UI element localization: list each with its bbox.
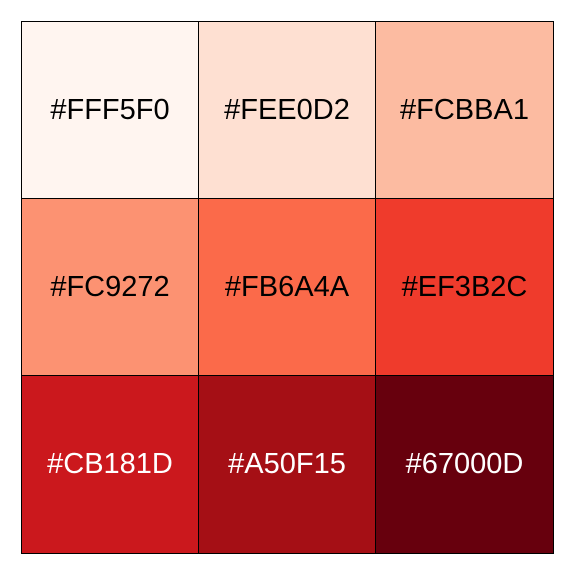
swatch-label: #FB6A4A [224,270,350,303]
swatch-label: #67000D [405,448,524,480]
swatch-label: #FFF5F0 [50,93,170,126]
swatch-7: #CB181D [22,376,199,553]
swatch-2: #FEE0D2 [199,22,376,199]
swatch-label: #FC9272 [50,270,170,303]
swatch-label: #A50F15 [228,448,346,480]
swatch-4: #FC9272 [22,199,199,376]
swatch-6: #EF3B2C [376,199,553,376]
swatch-label: #CB181D [47,448,173,480]
swatch-8: #A50F15 [199,376,376,553]
swatch-label: #FCBBA1 [400,93,529,126]
swatch-5: #FB6A4A [199,199,376,376]
swatch-label: #FEE0D2 [224,93,350,126]
swatch-3: #FCBBA1 [376,22,553,199]
swatch-9: #67000D [376,376,553,553]
color-swatch-grid: #FFF5F0 #FEE0D2 #FCBBA1 #FC9272 #FB6A4A … [21,21,554,554]
swatch-1: #FFF5F0 [22,22,199,199]
swatch-label: #EF3B2C [401,270,528,303]
